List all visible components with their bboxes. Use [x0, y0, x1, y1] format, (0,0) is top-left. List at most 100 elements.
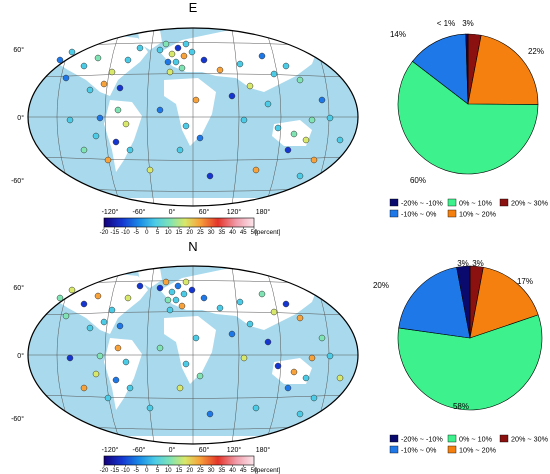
- legend-swatch: [389, 209, 399, 218]
- station-marker: [156, 106, 164, 114]
- colorbar-tick-label: -20: [100, 468, 109, 474]
- station-marker: [302, 374, 310, 382]
- colorbar-tick-label: 40: [229, 468, 236, 474]
- pie-slice: [397, 314, 543, 411]
- lon-label: 60°: [199, 446, 210, 454]
- station-marker: [136, 44, 144, 52]
- lon-label: 120°: [227, 446, 242, 454]
- legend-swatch: [499, 198, 509, 207]
- station-marker: [326, 352, 334, 360]
- station-marker: [96, 352, 104, 360]
- lon-label: 180°: [256, 208, 271, 216]
- station-marker: [124, 294, 132, 302]
- station-marker: [124, 56, 132, 64]
- station-marker: [62, 74, 70, 82]
- colorbar-tick-label: 15: [176, 230, 183, 236]
- station-marker: [282, 300, 290, 308]
- station-marker: [164, 296, 172, 304]
- pie-label: 3%: [457, 259, 469, 268]
- pie-slice: [397, 60, 539, 175]
- station-marker: [240, 116, 248, 124]
- station-marker: [192, 334, 200, 342]
- graticule-line: [39, 311, 347, 316]
- colorbar-ticks: -20 -15 -10 -5 0 5 10 15 20 25 30 35 40 45 50: [100, 227, 258, 236]
- colorbar-tick-label: 10: [165, 468, 172, 474]
- station-marker: [80, 384, 88, 392]
- station-marker: [162, 40, 170, 48]
- station-marker: [308, 116, 316, 124]
- colorbar-tick-label: 30: [208, 230, 215, 236]
- map-border: [27, 27, 359, 207]
- colorbar-tick-label: 5: [156, 230, 160, 236]
- pie-label: 3%: [462, 19, 474, 28]
- station-marker: [108, 68, 116, 76]
- station-marker: [80, 146, 88, 154]
- station-marker: [258, 52, 266, 60]
- station-marker: [252, 166, 260, 174]
- colorbar-tick-label: -5: [133, 468, 139, 474]
- station-marker: [86, 324, 94, 332]
- station-marker: [182, 360, 190, 368]
- pie-label: 20%: [373, 281, 389, 290]
- station-marker: [302, 136, 310, 144]
- station-marker: [318, 334, 326, 342]
- station-marker: [236, 60, 244, 68]
- stations: [56, 278, 344, 418]
- station-marker: [200, 294, 208, 302]
- greenland: [138, 268, 162, 288]
- station-marker: [56, 56, 64, 64]
- station-marker: [258, 290, 266, 298]
- station-marker: [296, 410, 304, 418]
- legend-swatch: [447, 445, 457, 454]
- station-marker: [178, 64, 186, 72]
- station-marker: [164, 58, 172, 66]
- station-marker: [296, 314, 304, 322]
- station-marker: [180, 52, 188, 60]
- station-marker: [264, 100, 272, 108]
- colorbar-scale: [103, 217, 255, 228]
- graticule-line: [39, 73, 347, 78]
- station-marker: [246, 320, 254, 328]
- station-marker: [166, 68, 174, 76]
- legend-swatch: [447, 434, 457, 443]
- pie-label: 14%: [390, 30, 406, 39]
- station-marker: [188, 286, 196, 294]
- station-marker: [136, 282, 144, 290]
- station-marker: [296, 76, 304, 84]
- pie-chart: [397, 33, 539, 175]
- station-marker: [182, 122, 190, 130]
- colorbar-tick-label: 20: [186, 230, 193, 236]
- station-marker: [126, 146, 134, 154]
- station-marker: [66, 116, 74, 124]
- lon-label: 60°: [199, 208, 210, 216]
- station-marker: [200, 56, 208, 64]
- graticule-line: [79, 42, 307, 46]
- station-marker: [270, 70, 278, 78]
- station-marker: [206, 410, 214, 418]
- station-marker: [80, 300, 88, 308]
- station-marker: [126, 384, 134, 392]
- colorbar-tick-label: 15: [176, 468, 183, 474]
- legend-label: -20% ~ -10%: [401, 435, 443, 444]
- station-marker: [228, 330, 236, 338]
- station-marker: [156, 46, 164, 54]
- station-marker: [162, 278, 170, 286]
- south-america: [104, 100, 142, 172]
- legend-label: -10% ~ 0%: [401, 210, 437, 219]
- station-marker: [168, 50, 176, 58]
- station-marker: [182, 40, 190, 48]
- colorbar-tick-label: 30: [208, 468, 215, 474]
- greenland: [138, 30, 162, 50]
- legend-swatch: [447, 209, 457, 218]
- legend-swatch: [447, 198, 457, 207]
- station-marker: [86, 86, 94, 94]
- pie-slice: [465, 33, 469, 105]
- station-marker: [228, 92, 236, 100]
- colorbar-tick-label: 10: [165, 230, 172, 236]
- colorbar-tick-label: 20: [186, 468, 193, 474]
- lat-label: 60°: [13, 46, 24, 54]
- colorbar-tick-label: -15: [110, 468, 119, 474]
- colorbar: -20 -15 -10 -5 0 5 10 15 20 25 30 35 40 45 50 [percent…: [100, 217, 280, 236]
- station-marker: [336, 374, 344, 382]
- graticule-line: [79, 426, 307, 430]
